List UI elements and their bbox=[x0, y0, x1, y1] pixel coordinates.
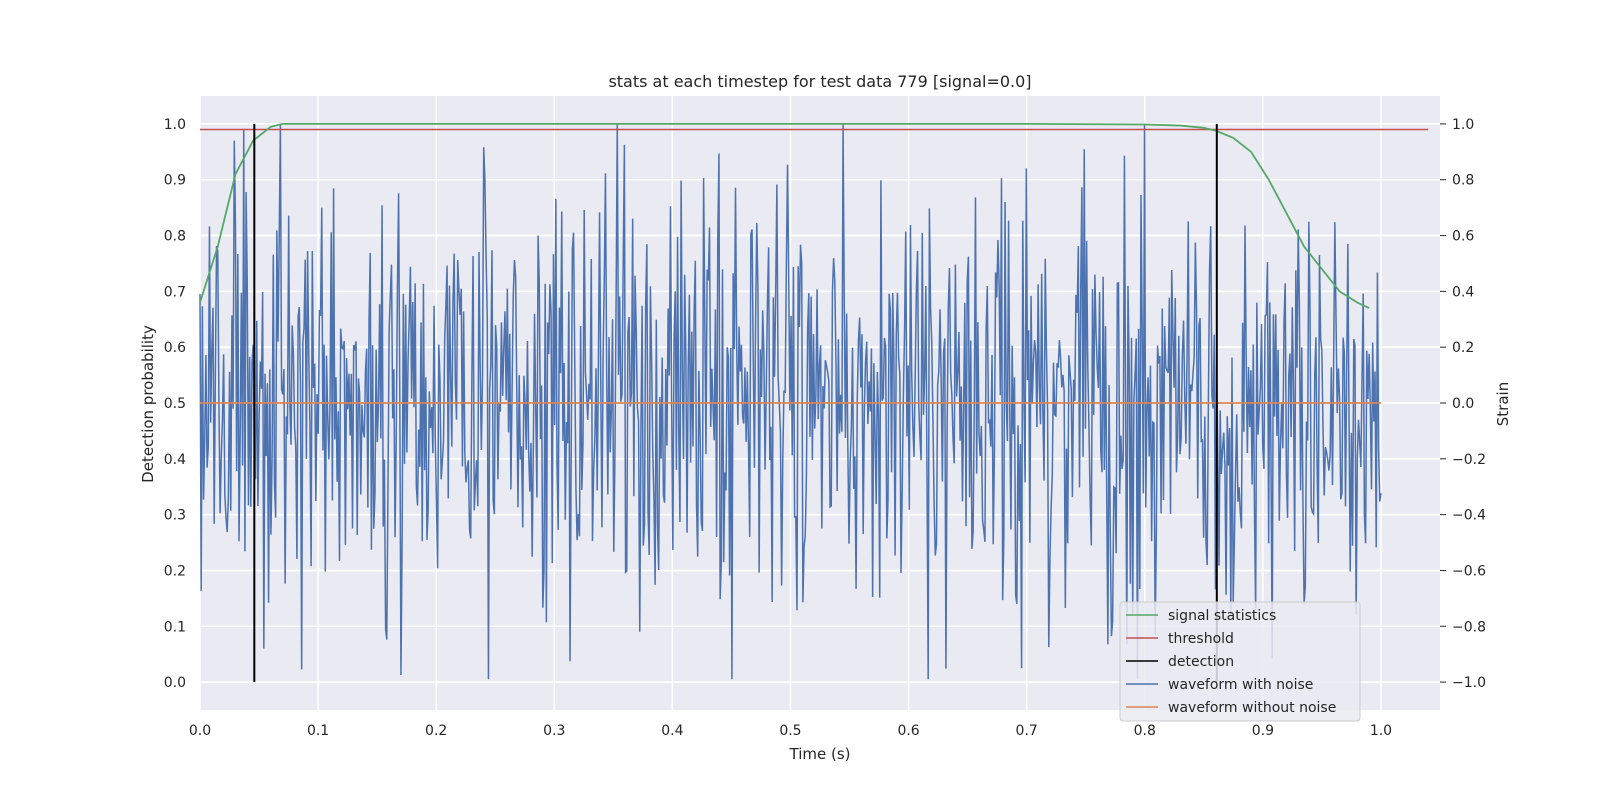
y-tick-label-right: −0.2 bbox=[1452, 452, 1486, 468]
chart-title: stats at each timestep for test data 779… bbox=[608, 72, 1031, 91]
legend-label-signal-statistics: signal statistics bbox=[1168, 608, 1276, 624]
y-axis-label-right: Strain bbox=[1494, 382, 1512, 426]
y-tick-label-right: −0.6 bbox=[1452, 563, 1486, 579]
y-tick-label-right: 1.0 bbox=[1452, 117, 1474, 133]
y-ticks-left: 0.0 0.1 0.2 0.3 0.4 0.5 0.6 0.7 0.8 0.9 1.0 bbox=[164, 117, 186, 691]
x-tick-label: 0.4 bbox=[661, 723, 683, 739]
y-tick-label-right: −0.8 bbox=[1452, 619, 1486, 635]
legend-label-waveform-without-noise: waveform without noise bbox=[1168, 700, 1336, 716]
series-signal-statistics bbox=[199, 123, 1370, 309]
x-tick-label: 0.8 bbox=[1134, 723, 1156, 739]
y-tick-label-left: 0.7 bbox=[164, 284, 186, 300]
y-tick-label-right: −0.4 bbox=[1452, 508, 1486, 524]
y-tick-label-left: 0.1 bbox=[164, 619, 186, 635]
y-tick-label-left: 0.3 bbox=[164, 508, 186, 524]
legend-label-threshold: threshold bbox=[1168, 631, 1234, 647]
y-tick-label-left: 0.0 bbox=[164, 675, 186, 691]
x-tick-label: 0.7 bbox=[1016, 723, 1038, 739]
x-tick-label: 0.3 bbox=[543, 723, 565, 739]
y-tick-label-left: 1.0 bbox=[164, 117, 186, 133]
legend-label-waveform-with-noise: waveform with noise bbox=[1168, 677, 1313, 693]
y-ticks-right: −1.0 −0.8 −0.6 −0.4 −0.2 0.0 0.2 0.4 0.6 0.8 1.0 bbox=[1440, 117, 1486, 691]
y-tick-label-right: 0.4 bbox=[1452, 284, 1474, 300]
legend-box bbox=[1119, 601, 1361, 722]
y-tick-label-right: 0.0 bbox=[1452, 396, 1474, 412]
x-tick-label: 0.6 bbox=[897, 723, 919, 739]
legend-label-detection: detection bbox=[1168, 654, 1234, 670]
y-tick-label-right: −1.0 bbox=[1452, 675, 1486, 691]
y-tick-label-left: 0.2 bbox=[164, 563, 186, 579]
y-axis-label-left: Detection probability bbox=[139, 325, 157, 483]
x-tick-label: 0.9 bbox=[1252, 723, 1274, 739]
x-ticks: 0.0 0.1 0.2 0.3 0.4 0.5 0.6 0.7 0.8 0.9 1.0 bbox=[189, 723, 1392, 739]
y-tick-label-right: 0.2 bbox=[1452, 340, 1474, 356]
y-tick-label-left: 0.6 bbox=[164, 340, 186, 356]
x-tick-label: 0.2 bbox=[425, 723, 447, 739]
series-layer bbox=[199, 123, 1429, 683]
x-axis-label: Time (s) bbox=[789, 745, 851, 763]
series-waveform-with-noise bbox=[199, 123, 1382, 680]
x-tick-label: 0.0 bbox=[189, 723, 211, 739]
x-tick-label: 1.0 bbox=[1370, 723, 1392, 739]
x-tick-label: 0.1 bbox=[307, 723, 329, 739]
legend: signal statistics threshold detection wa… bbox=[1119, 601, 1361, 722]
y-tick-label-right: 0.6 bbox=[1452, 229, 1474, 245]
y-tick-label-right: 0.8 bbox=[1452, 173, 1474, 189]
y-tick-label-left: 0.4 bbox=[164, 452, 186, 468]
x-tick-label: 0.5 bbox=[779, 723, 801, 739]
y-tick-label-left: 0.8 bbox=[164, 229, 186, 245]
y-tick-label-left: 0.9 bbox=[164, 173, 186, 189]
y-tick-label-left: 0.5 bbox=[164, 396, 186, 412]
